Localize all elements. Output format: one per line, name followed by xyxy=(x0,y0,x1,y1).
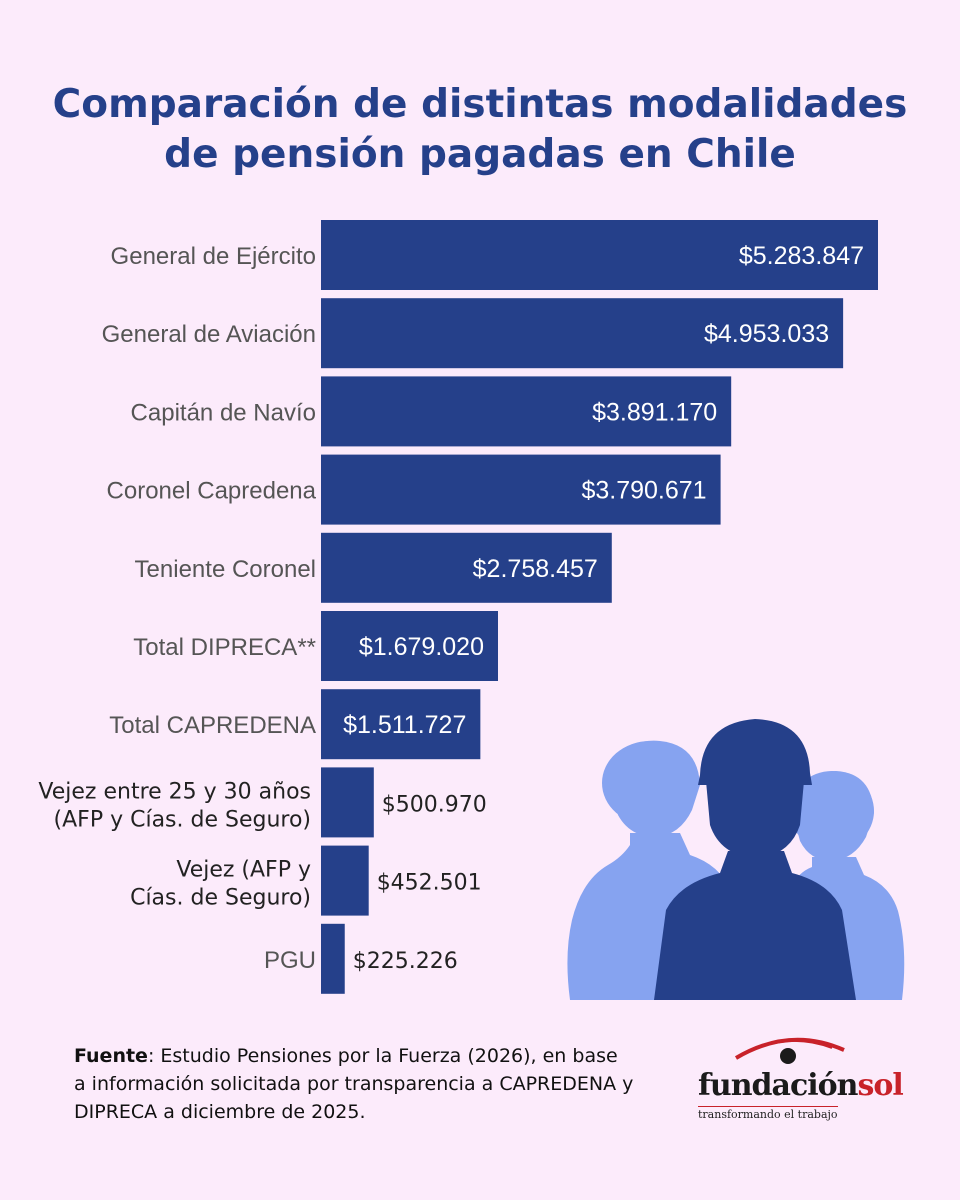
category-label-3: Coronel Capredena xyxy=(107,478,317,505)
logo-tagline: transformando el trabajo xyxy=(698,1106,838,1121)
category-label-2: Capitán de Navío xyxy=(131,399,316,426)
bar-2 xyxy=(321,376,732,447)
category-label-5: Total DIPRECA** xyxy=(133,634,316,661)
category-label-6: Total CAPREDENA xyxy=(109,712,316,739)
value-label-2: $3.891.170 xyxy=(592,398,717,426)
value-label-8: $452.501 xyxy=(377,871,482,896)
bar-1 xyxy=(321,298,844,369)
category-label-1: General de Aviación xyxy=(102,321,316,348)
logo-wordmark: fundaciónsol xyxy=(698,1068,904,1103)
category-label-9: PGU xyxy=(264,947,316,974)
value-label-7: $500.970 xyxy=(382,792,487,817)
military-silhouettes-illustration xyxy=(567,719,905,1000)
category-label-4: Teniente Coronel xyxy=(135,556,316,583)
fundacion-sol-logo: fundaciónsol transformando el trabajo xyxy=(690,1032,904,1132)
category-label-0: General de Ejército xyxy=(111,243,316,270)
value-label-1: $4.953.033 xyxy=(704,320,829,348)
bar-chart: General de Ejército $5.283.847 General de … xyxy=(38,220,878,994)
bar-0 xyxy=(321,220,878,290)
source-text: : Estudio Pensiones por la Fuerza (2026)… xyxy=(74,1045,634,1123)
value-label-3: $3.790.671 xyxy=(581,477,706,505)
value-label-5: $1.679.020 xyxy=(359,633,484,661)
bar-3 xyxy=(321,454,721,525)
value-label-0: $5.283.847 xyxy=(739,242,864,270)
value-label-4: $2.758.457 xyxy=(473,555,598,583)
bar-9 xyxy=(321,923,345,994)
value-label-6: $1.511.727 xyxy=(343,711,466,739)
logo-word-part2: sol xyxy=(857,1068,903,1103)
source-label: Fuente xyxy=(74,1045,148,1067)
chart-title: Comparación de distintas modalidades de … xyxy=(0,80,960,180)
bar-4 xyxy=(321,532,612,603)
bar-5 xyxy=(321,611,498,681)
category-label-7: Vejez entre 25 y 30 años (AFP y Cías. de … xyxy=(38,779,311,832)
bar-7 xyxy=(321,767,374,838)
chart-title-line1: Comparación de distintas modalidades xyxy=(52,82,908,127)
source-note: Fuente: Estudio Pensiones por la Fuerza … xyxy=(74,1042,634,1126)
eye-logo-icon xyxy=(734,1037,845,1064)
category-label-8: Vejez (AFP y Cías. de Seguro) xyxy=(130,858,311,911)
value-label-9: $225.226 xyxy=(353,949,458,974)
logo-word-part1: fundación xyxy=(698,1068,858,1103)
chart-title-line2: de pensión pagadas en Chile xyxy=(164,132,796,177)
bar-6 xyxy=(321,689,481,760)
bar-8 xyxy=(321,845,369,916)
